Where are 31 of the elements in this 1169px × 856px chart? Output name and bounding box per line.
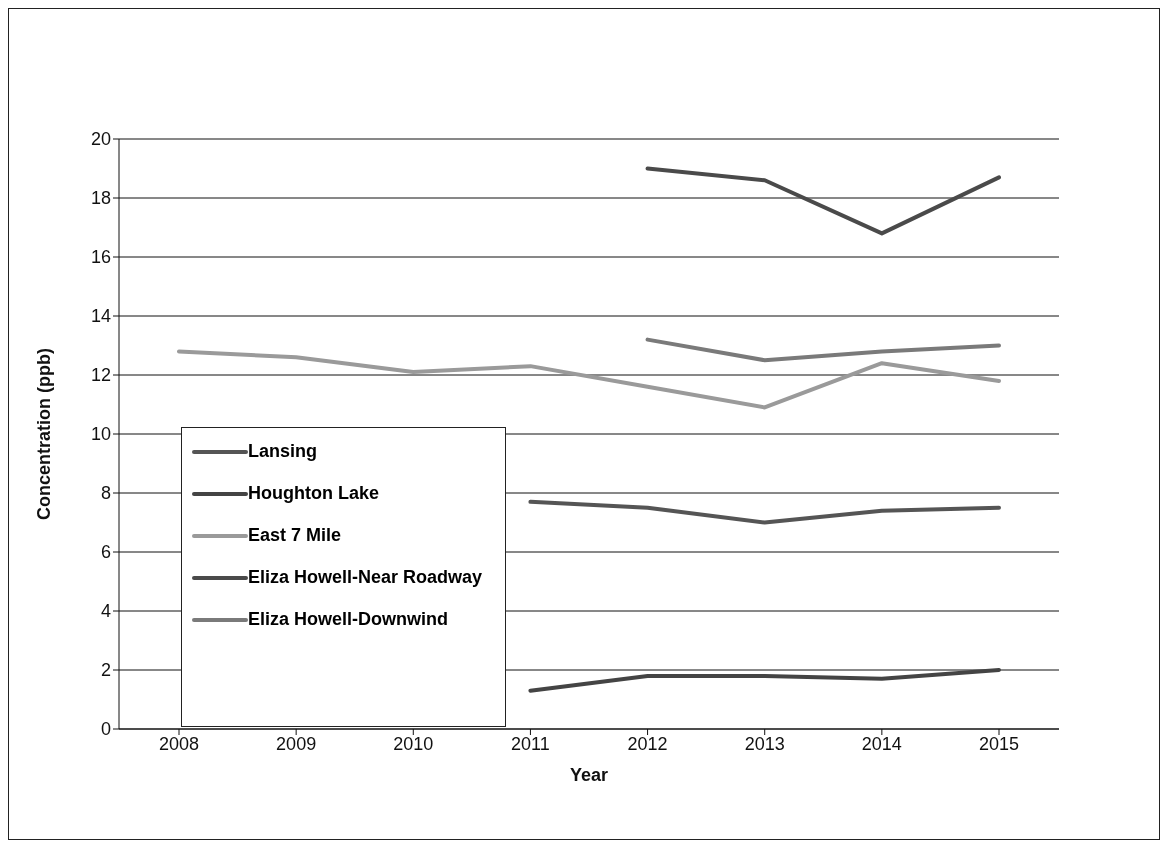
line-series [528,499,1001,525]
y-tick-label: 8 [100,483,111,504]
x-tick-label: 2012 [627,733,668,754]
line-series [177,349,1001,410]
y-tick-label: 10 [90,424,111,445]
line-series [645,337,1001,363]
line-series [528,668,1001,693]
y-tick-label: 0 [100,719,111,740]
x-tick-label: 2008 [158,733,200,754]
y-tick-label: 14 [90,306,111,327]
x-tick-label: 2014 [861,733,902,754]
x-tick-label: 2010 [393,733,434,754]
x-axis-title: Year [569,765,609,785]
x-tick-label: 2011 [511,733,550,754]
legend-label: Eliza Howell-Near Roadway [248,566,484,588]
y-tick-label: 2 [100,660,111,681]
x-tick-label: 2013 [744,733,785,754]
y-tick-label: 18 [90,188,111,209]
legend-label: Lansing [248,440,318,462]
y-tick-label: 6 [100,542,111,563]
y-tick-label: 20 [90,129,111,150]
y-axis-title: Concentration (ppb) [34,348,55,520]
x-tick-label: 2015 [978,733,1020,754]
legend-label: Eliza Howell-Downwind [248,608,449,630]
y-tick-label: 12 [90,365,111,386]
y-tick-label: 16 [90,247,111,268]
y-tick-label: 4 [100,601,111,622]
legend-label: Houghton Lake [248,482,380,504]
x-tick-label: 2009 [276,733,317,754]
line-series [645,166,1001,236]
legend-label: East 7 Mile [248,524,343,546]
